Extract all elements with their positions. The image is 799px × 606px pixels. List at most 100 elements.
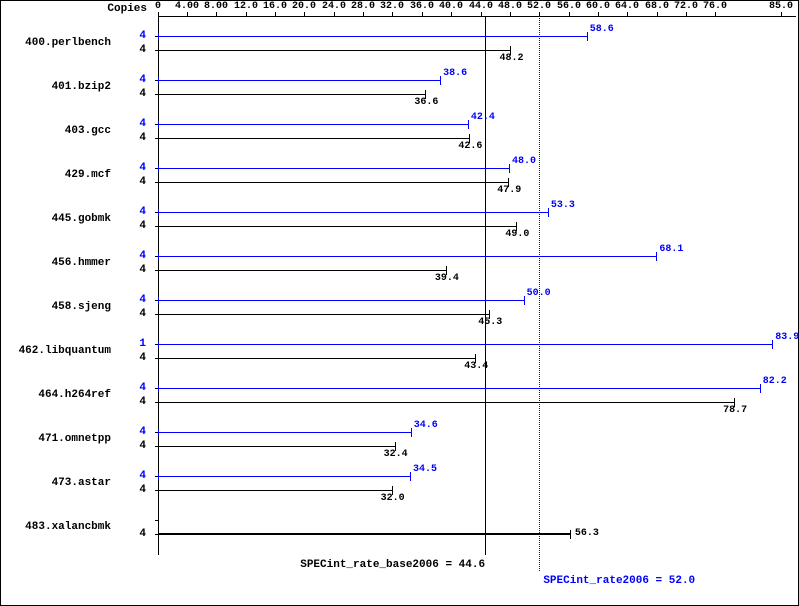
axis-tick xyxy=(510,12,511,16)
copies-peak: 1 xyxy=(116,338,146,350)
axis-tick-label: 52.0 xyxy=(527,1,551,12)
row-tick xyxy=(155,534,158,535)
bar-peak-start xyxy=(158,33,159,40)
copies-peak: 4 xyxy=(116,162,146,174)
copies-base: 4 xyxy=(116,484,146,496)
bar-base xyxy=(158,182,509,183)
benchmark-label: 429.mcf xyxy=(1,169,111,181)
value-peak: 38.6 xyxy=(443,68,467,79)
value-peak: 50.0 xyxy=(527,288,551,299)
benchmark-label: 400.perlbench xyxy=(1,37,111,49)
axis-tick-label: 85.0 xyxy=(769,1,793,12)
bar-base-start xyxy=(158,531,159,538)
bar-peak-start xyxy=(158,341,159,348)
bar-peak xyxy=(158,124,469,125)
value-base: 78.7 xyxy=(723,405,747,416)
row-tick xyxy=(155,388,158,389)
value-base: 42.6 xyxy=(458,141,482,152)
copies-peak: 4 xyxy=(116,382,146,394)
axis-tick xyxy=(363,12,364,16)
copies-base: 4 xyxy=(116,220,146,232)
axis-tick xyxy=(187,12,188,16)
axis-tick xyxy=(275,12,276,16)
bar-peak xyxy=(158,432,412,433)
bar-peak-start xyxy=(158,253,159,260)
copies-base: 4 xyxy=(116,352,146,364)
bar-peak xyxy=(158,36,588,37)
axis-tick xyxy=(304,12,305,16)
axis-tick-label: 28.0 xyxy=(351,1,375,12)
bar-peak xyxy=(158,300,525,301)
bar-base xyxy=(158,533,571,535)
axis-tick xyxy=(422,12,423,16)
row-tick xyxy=(155,270,158,271)
value-peak: 83.9 xyxy=(775,332,799,343)
row-tick xyxy=(155,344,158,345)
axis-tick-label: 36.0 xyxy=(410,1,434,12)
benchmark-label: 473.astar xyxy=(1,477,111,489)
axis-tick xyxy=(451,12,452,16)
value-base: 43.4 xyxy=(464,361,488,372)
bar-base-start xyxy=(158,179,159,186)
value-base: 39.4 xyxy=(435,273,459,284)
bar-peak-cap xyxy=(509,164,510,173)
bar-base-start xyxy=(158,355,159,362)
axis-tick xyxy=(216,12,217,16)
value-base: 49.0 xyxy=(505,229,529,240)
bar-peak-cap xyxy=(524,296,525,305)
summary-peak: SPECint_rate2006 = 52.0 xyxy=(543,575,695,587)
bar-peak-start xyxy=(158,473,159,480)
bar-peak-cap xyxy=(548,208,549,217)
bar-base xyxy=(158,138,470,139)
copies-base: 4 xyxy=(116,440,146,452)
copies-peak: 4 xyxy=(116,250,146,262)
axis-tick-label: 72.0 xyxy=(674,1,698,12)
axis-tick-label: 12.0 xyxy=(234,1,258,12)
bar-base-start xyxy=(158,223,159,230)
row-tick xyxy=(155,124,158,125)
row-tick xyxy=(155,212,158,213)
bar-base-start xyxy=(158,47,159,54)
copies-peak: 4 xyxy=(116,294,146,306)
benchmark-label: 401.bzip2 xyxy=(1,81,111,93)
benchmark-label: 471.omnetpp xyxy=(1,433,111,445)
benchmark-label: 483.xalancbmk xyxy=(1,521,111,533)
bar-peak-cap xyxy=(468,120,469,129)
axis-tick xyxy=(657,12,658,16)
axis-tick xyxy=(598,12,599,16)
bar-base-start xyxy=(158,135,159,142)
bar-base-start xyxy=(158,91,159,98)
axis-tick-label: 8.00 xyxy=(204,1,228,12)
value-base: 32.4 xyxy=(384,449,408,460)
value-base: 47.9 xyxy=(497,185,521,196)
benchmark-label: 445.gobmk xyxy=(1,213,111,225)
bar-peak-cap xyxy=(410,472,411,481)
benchmark-label: 456.hmmer xyxy=(1,257,111,269)
row-tick xyxy=(155,182,158,183)
axis-tick xyxy=(481,12,482,16)
value-peak: 48.0 xyxy=(512,156,536,167)
bar-peak-cap xyxy=(772,340,773,349)
bar-peak xyxy=(158,256,657,257)
copies-base: 4 xyxy=(116,528,146,540)
summary-base: SPECint_rate_base2006 = 44.6 xyxy=(285,559,485,571)
copies-header: Copies xyxy=(97,3,147,15)
axis-tick-label: 0 xyxy=(155,1,161,12)
bar-peak xyxy=(158,388,761,389)
bar-peak-cap xyxy=(656,252,657,261)
bar-peak-start xyxy=(158,297,159,304)
bar-peak-cap xyxy=(411,428,412,437)
bar-base xyxy=(158,314,490,315)
row-tick xyxy=(155,432,158,433)
axis-tick-label: 4.00 xyxy=(175,1,199,12)
bar-base xyxy=(158,270,447,271)
axis-tick-label: 32.0 xyxy=(380,1,404,12)
value-peak: 58.6 xyxy=(590,24,614,35)
copies-peak: 4 xyxy=(116,206,146,218)
bar-peak-cap xyxy=(587,32,588,41)
row-tick xyxy=(155,256,158,257)
row-tick xyxy=(155,138,158,139)
row-tick xyxy=(155,314,158,315)
bar-peak-start xyxy=(158,165,159,172)
spec-rate-chart: 04.008.0012.016.020.024.028.032.036.040.… xyxy=(0,0,799,606)
